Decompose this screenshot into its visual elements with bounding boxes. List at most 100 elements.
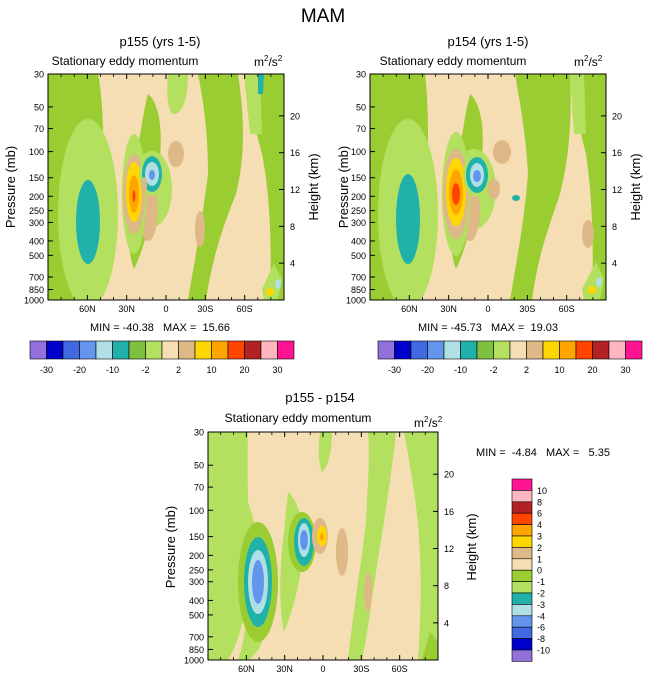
colorbar-label: 30 (272, 365, 282, 375)
y2-tick-label: 16 (290, 148, 300, 158)
y-tick-label: 70 (356, 124, 366, 134)
panel-p154: p154 (yrs 1-5) Stationary eddy momentum … (336, 34, 643, 375)
panel-subtitle: Stationary eddy momentum (225, 411, 372, 425)
y-tick-label: 500 (29, 251, 44, 261)
colorbar-swatch (161, 340, 179, 360)
y-tick-label: 150 (351, 173, 366, 183)
colorbar: -30 -20 -10 -2 2 10 20 30 (29, 340, 295, 375)
colorbar-swatch (410, 340, 428, 360)
y-tick-label: 100 (189, 506, 204, 516)
colorbar-label: 8 (537, 497, 542, 507)
y-tick-label: 850 (29, 285, 44, 295)
colorbar-swatch (575, 340, 593, 360)
colorbar-swatch (460, 340, 478, 360)
min-max-stats: MIN = -45.73 MAX = 19.03 (418, 322, 558, 334)
colorbar-swatch (608, 340, 626, 360)
colorbar-label: 2 (537, 543, 542, 553)
colorbar-label: -20 (421, 365, 434, 375)
colorbar-swatch (511, 490, 533, 503)
y2-tick-label: 4 (612, 259, 617, 269)
colorbar-swatch (542, 340, 560, 360)
colorbar-swatch (211, 340, 229, 360)
y-tick-label: 150 (189, 532, 204, 542)
colorbar-swatch (526, 340, 544, 360)
colorbar-label: -2 (537, 589, 545, 599)
y2-tick-label: 16 (444, 507, 454, 517)
y2-axis-label: Height (km) (464, 513, 479, 580)
panel-subtitle: Stationary eddy momentum (52, 54, 199, 68)
colorbar-label: 10 (537, 486, 547, 496)
colorbar-label: 20 (587, 365, 597, 375)
contour-fill (208, 432, 438, 660)
y-tick-label: 250 (29, 206, 44, 216)
y-tick-label: 300 (189, 577, 204, 587)
y-tick-label: 400 (351, 236, 366, 246)
colorbar: -30 -20 -10 -2 2 10 20 30 (377, 340, 643, 375)
y-tick-label: 50 (34, 102, 44, 112)
colorbar-swatch (227, 340, 245, 360)
x-tick-label: 30S (353, 664, 369, 674)
y-tick-label: 250 (351, 206, 366, 216)
colorbar-swatch (128, 340, 146, 360)
colorbar-label: 30 (620, 365, 630, 375)
x-tick-label: 30N (440, 304, 457, 314)
min-max-stats: MIN = -40.38 MAX = 15.66 (90, 322, 230, 334)
colorbar-swatch (625, 340, 643, 360)
colorbar-label: 2 (524, 365, 529, 375)
colorbar-swatch (79, 340, 97, 360)
colorbar-swatch (511, 615, 533, 628)
y2-tick-label: 12 (612, 185, 622, 195)
x-tick-label: 60S (237, 304, 253, 314)
colorbar-label: -30 (40, 365, 53, 375)
colorbar-swatch (443, 340, 461, 360)
colorbar-swatch (511, 638, 533, 651)
y-tick-label: 400 (189, 596, 204, 606)
y-tick-label: 100 (29, 147, 44, 157)
y-tick-label: 850 (351, 285, 366, 295)
x-tick-label: 30S (519, 304, 535, 314)
panel-subtitle: Stationary eddy momentum (380, 54, 527, 68)
y-tick-label: 30 (34, 70, 44, 80)
y2-tick-label: 12 (290, 185, 300, 195)
x-tick-label: 0 (163, 304, 168, 314)
colorbar-swatch (509, 340, 527, 360)
colorbar-label: 20 (239, 365, 249, 375)
units-label: m2/s2 (574, 54, 603, 69)
y-tick-label: 1000 (346, 296, 366, 306)
colorbar-swatch (511, 649, 533, 662)
y-tick-label: 50 (356, 102, 366, 112)
y-tick-label: 250 (189, 565, 204, 575)
colorbar-label: 3 (537, 532, 542, 542)
colorbar-label: -30 (388, 365, 401, 375)
colorbar-swatch (511, 547, 533, 560)
y2-tick-label: 8 (612, 222, 617, 232)
colorbar-label: 2 (176, 365, 181, 375)
x-tick-label: 60S (392, 664, 408, 674)
y-tick-label: 700 (29, 273, 44, 283)
x-tick-label: 30S (197, 304, 213, 314)
y-tick-label: 200 (189, 551, 204, 561)
colorbar-swatch (511, 535, 533, 548)
y-tick-label: 1000 (24, 296, 44, 306)
y-axis-label: Pressure (mb) (3, 146, 18, 228)
x-tick-label: 0 (320, 664, 325, 674)
colorbar-swatch (559, 340, 577, 360)
y-tick-label: 1000 (184, 656, 204, 666)
min-max-stats: MIN = -4.84 MAX = 5.35 (476, 447, 610, 459)
y-tick-label: 300 (29, 218, 44, 228)
y2-tick-label: 4 (290, 259, 295, 269)
colorbar-label: -20 (73, 365, 86, 375)
colorbar-swatch (592, 340, 610, 360)
colorbar-swatch (511, 501, 533, 514)
y2-tick-label: 12 (444, 544, 454, 554)
colorbar-label: 0 (537, 566, 542, 576)
y-tick-label: 30 (356, 70, 366, 80)
y-tick-label: 70 (194, 483, 204, 493)
figure-title: MAM (301, 6, 345, 27)
colorbar-label: -8 (537, 634, 545, 644)
colorbar-label: 6 (537, 509, 542, 519)
